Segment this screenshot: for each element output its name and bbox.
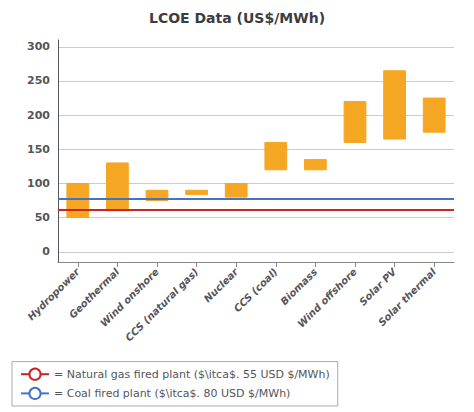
- svg-text:Solar PV: Solar PV: [357, 265, 399, 307]
- svg-text:0: 0: [42, 245, 50, 258]
- svg-text:LCOE Data (US$/MWh): LCOE Data (US$/MWh): [149, 10, 325, 26]
- svg-text:Geothermal: Geothermal: [66, 266, 122, 321]
- svg-text:Nuclear: Nuclear: [202, 265, 241, 304]
- svg-text:CCS (natural gas): CCS (natural gas): [123, 266, 200, 343]
- svg-text:= Natural gas fired plant ($\i: = Natural gas fired plant ($\itca$. 55 U…: [54, 368, 330, 381]
- svg-text:= Coal fired plant ($\itca$. 8: = Coal fired plant ($\itca$. 80 USD $/MW…: [54, 387, 290, 400]
- svg-text:CCS (coal): CCS (coal): [232, 266, 280, 314]
- svg-text:Wind onshore: Wind onshore: [98, 266, 161, 329]
- svg-text:Biomass: Biomass: [278, 266, 319, 307]
- svg-text:150: 150: [27, 143, 50, 156]
- svg-text:Solar thermal: Solar thermal: [376, 266, 438, 328]
- svg-text:100: 100: [27, 177, 50, 190]
- svg-text:Wind offshore: Wind offshore: [295, 266, 359, 330]
- svg-text:200: 200: [27, 109, 50, 122]
- svg-text:250: 250: [27, 74, 50, 87]
- svg-text:Hydropower: Hydropower: [25, 266, 82, 323]
- svg-text:50: 50: [35, 211, 51, 224]
- svg-text:300: 300: [27, 40, 50, 53]
